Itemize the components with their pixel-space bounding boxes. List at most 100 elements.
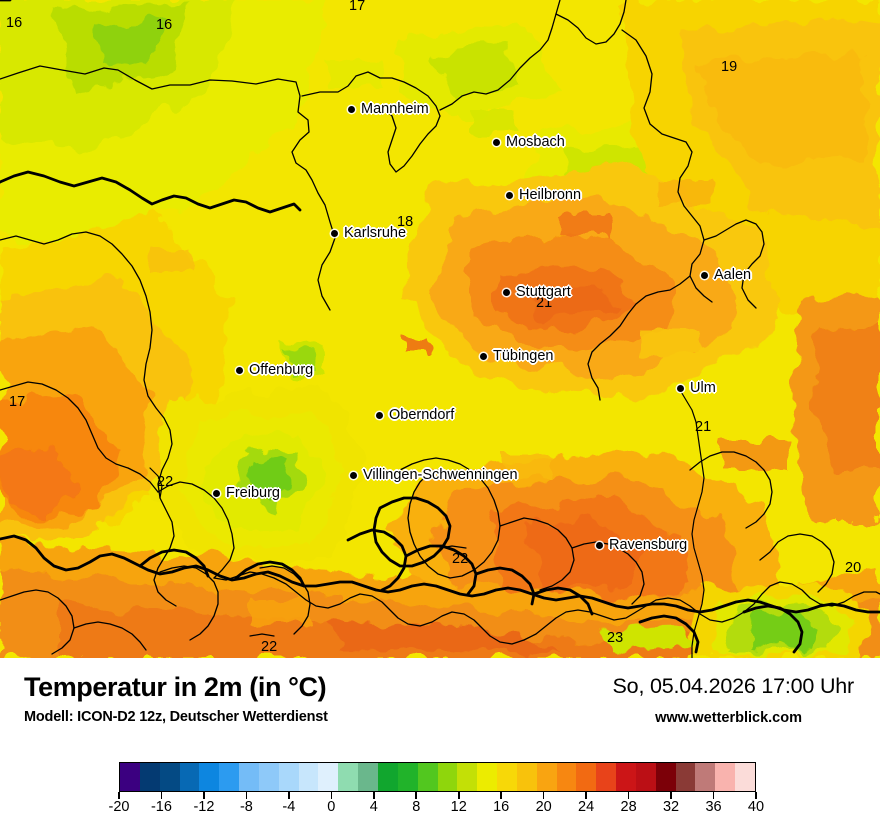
colorbar-tick-label: 20 — [535, 799, 552, 815]
city-label: Tübingen — [493, 348, 554, 364]
city-marker-mosbach[interactable]: Mosbach — [493, 134, 565, 150]
colorbar-tick-label: 4 — [369, 799, 378, 815]
colorbar-tick — [373, 792, 375, 799]
temperature-map[interactable]: 16 16 17 19 18 21 17 21 22 22 20 22 23 Mannheim Mosba… — [0, 0, 880, 658]
isotherm-label: 23 — [607, 630, 624, 646]
city-dot-icon — [596, 541, 603, 549]
colorbar-swatch — [258, 763, 279, 791]
colorbar-swatch — [417, 763, 438, 791]
city-label: Mannheim — [361, 101, 429, 117]
colorbar-tick — [415, 792, 418, 799]
website-label: www.wetterblick.com — [655, 710, 802, 726]
city-label: Oberndorf — [389, 407, 455, 423]
colorbar-swatch — [536, 763, 557, 791]
colorbar-tick — [670, 792, 672, 799]
isotherm-label: 17 — [349, 0, 366, 14]
city-marker-ulm[interactable]: Ulm — [677, 380, 716, 396]
colorbar-swatch — [576, 763, 597, 791]
colorbar-swatch — [139, 763, 160, 791]
city-marker-karlsruhe[interactable]: Karlsruhe — [331, 225, 406, 241]
isotherm-label: 21 — [536, 295, 553, 311]
city-marker-offenburg[interactable]: Offenburg — [236, 362, 313, 378]
colorbar-swatch — [397, 763, 418, 791]
colorbar-swatch — [655, 763, 676, 791]
colorbar-tick-label: -4 — [282, 799, 296, 815]
colorbar-swatch — [298, 763, 319, 791]
colorbar-tick — [500, 792, 502, 799]
map-footer: Temperatur in 2m (in °C) Modell: ICON-D2… — [0, 658, 880, 830]
city-label: Stuttgart — [516, 284, 571, 300]
colorbar-swatch — [278, 763, 299, 791]
colorbar-swatch — [556, 763, 577, 791]
colorbar-swatch — [516, 763, 537, 791]
colorbar-swatch — [477, 763, 498, 791]
city-label: Mosbach — [506, 134, 565, 150]
isotherm-contours — [149, 389, 705, 658]
city-marker-villingen-schwenningen[interactable]: Villingen-Schwenningen — [350, 467, 518, 483]
colorbar-tick — [288, 792, 290, 799]
city-marker-ravensburg[interactable]: Ravensburg — [596, 537, 687, 553]
colorbar-swatch — [596, 763, 617, 791]
isotherm-label: 22 — [452, 551, 469, 567]
isotherm-label: 21 — [695, 419, 712, 435]
city-marker-mannheim[interactable]: Mannheim — [348, 101, 429, 117]
colorbar-swatch — [695, 763, 716, 791]
isotherm-label: 16 — [6, 15, 23, 31]
colorbar-swatch — [497, 763, 517, 791]
colorbar-tick — [585, 792, 587, 799]
colorbar-ticks — [118, 792, 757, 799]
colorbar-swatch — [338, 763, 359, 791]
temperature-field — [0, 0, 880, 658]
city-marker-stuttgart[interactable]: Stuttgart — [503, 284, 571, 300]
city-marker-heilbronn[interactable]: Heilbronn — [506, 187, 581, 203]
national-border — [0, 0, 880, 654]
isotherm-label: 19 — [721, 59, 738, 75]
city-dot-icon — [350, 471, 357, 479]
colorbar-tick — [627, 792, 630, 799]
isotherm-label: 18 — [397, 214, 414, 230]
city-label: Ravensburg — [609, 537, 688, 553]
city-dot-icon — [213, 489, 220, 497]
city-dot-icon — [376, 411, 383, 419]
isotherm-label: 20 — [845, 560, 862, 576]
colorbar-swatch — [239, 763, 259, 791]
colorbar-tick — [203, 792, 205, 799]
colorbar-tick-label: 24 — [578, 799, 595, 815]
colorbar-tick-label: 32 — [662, 799, 680, 815]
city-label: Aalen — [714, 267, 752, 283]
colorbar[interactable] — [119, 762, 756, 792]
city-marker-freiburg[interactable]: Freiburg — [213, 485, 280, 501]
city-marker-oberndorf[interactable]: Oberndorf — [376, 407, 454, 423]
colorbar-tick-labels: -20 -16 -12 -8 -4 0 4 8 12 16 20 24 28 32 36 40 — [0, 799, 880, 821]
colorbar-swatch — [635, 763, 656, 791]
colorbar-swatch — [457, 763, 478, 791]
city-label: Karlsruhe — [344, 225, 407, 241]
colorbar-swatch — [120, 763, 140, 791]
colorbar-swatch — [616, 763, 636, 791]
city-label: Villingen-Schwenningen — [363, 467, 518, 483]
city-label: Heilbronn — [519, 187, 582, 203]
colorbar-swatch — [358, 763, 378, 791]
colorbar-tick-label: 40 — [747, 799, 765, 815]
city-dot-icon — [236, 366, 243, 374]
colorbar-tick-label: -12 — [193, 799, 215, 815]
colorbar-tick-label: -16 — [150, 799, 172, 815]
city-dot-icon — [677, 384, 684, 392]
city-dot-icon — [348, 105, 355, 113]
city-marker-aalen[interactable]: Aalen — [701, 267, 751, 283]
colorbar-swatch — [735, 763, 755, 791]
colorbar-swatch — [377, 763, 398, 791]
city-marker-t-bingen[interactable]: Tübingen — [480, 348, 553, 364]
colorbar-tick — [245, 792, 248, 799]
colorbar-swatch — [199, 763, 220, 791]
colorbar-tick-label: 16 — [493, 799, 510, 815]
colorbar-tick-label: 36 — [705, 799, 722, 815]
colorbar-tick — [330, 792, 333, 799]
isotherm-label: 16 — [156, 17, 173, 33]
colorbar-tick — [457, 792, 460, 799]
colorbar-swatch — [179, 763, 200, 791]
isotherm-label: 22 — [261, 639, 278, 655]
city-label: Ulm — [690, 380, 716, 396]
isotherm-label: 22 — [157, 474, 174, 490]
